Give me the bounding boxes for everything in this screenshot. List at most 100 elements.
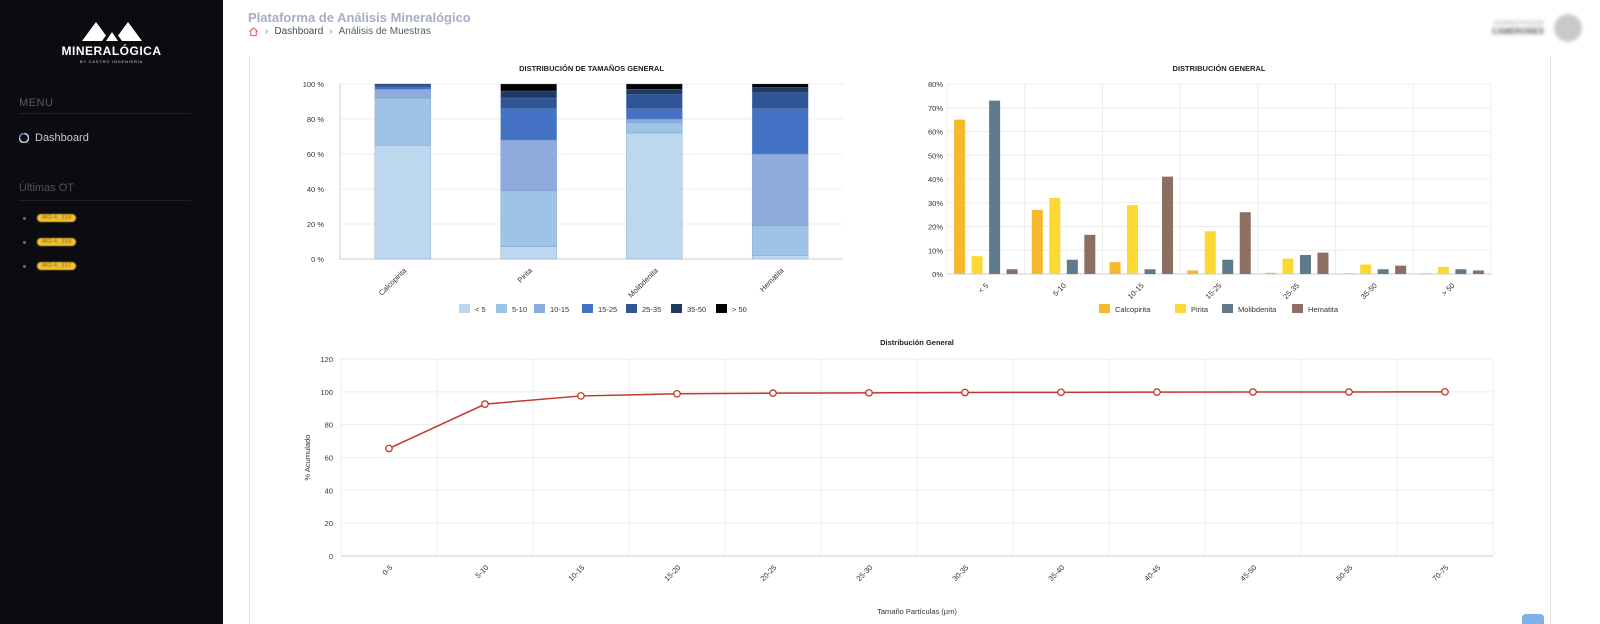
bar — [1264, 272, 1276, 274]
stacked-bar-segment — [626, 122, 683, 134]
legend-swatch — [459, 304, 470, 313]
sidebar-item-label: Dashboard — [35, 132, 89, 144]
bar — [1222, 259, 1234, 274]
chevron-right-icon: › — [329, 26, 333, 37]
scroll-top-button[interactable] — [1522, 614, 1544, 624]
data-point — [1345, 388, 1353, 396]
legend-label: 15-25 — [598, 305, 617, 314]
ot-list-item[interactable]: MO-A_217 — [23, 262, 77, 270]
ot-badge[interactable]: MO-A_218 — [37, 238, 77, 246]
stacked-size-distribution-chart: DISTRIBUCIÓN DE TAMAÑOS GENERAL 0 % 20 % 40… — [303, 64, 843, 314]
bar — [1342, 273, 1354, 274]
x-tick-label: 35-50 — [1359, 281, 1379, 301]
y-tick-label: 0 — [329, 552, 333, 561]
bar — [1360, 264, 1372, 274]
stacked-bar-segment — [751, 225, 809, 256]
x-tick-label: 5-10 — [473, 563, 490, 580]
x-tick-label: Pirita — [516, 265, 535, 284]
brand-logo[interactable]: MINERALÓGICA BY CASTRO INGENIERÍA — [0, 20, 223, 64]
y-tick-label: 100 — [320, 388, 333, 397]
bar — [1066, 259, 1078, 274]
bar — [1395, 265, 1407, 274]
y-tick-label: 40% — [928, 175, 943, 184]
data-point — [1249, 388, 1257, 396]
ot-badge[interactable]: MO-A_219 — [37, 214, 77, 222]
y-tick-label: 40 % — [307, 185, 324, 194]
stacked-bar-segment — [626, 83, 683, 90]
y-tick-label: 0 % — [311, 255, 324, 264]
x-tick-label: 20-25 — [758, 563, 778, 583]
y-tick-label: 50% — [928, 151, 943, 160]
x-tick-label: < 5 — [976, 281, 990, 295]
bar — [1299, 255, 1311, 274]
menu-section-label: MENU — [19, 97, 54, 109]
dashboard-icon — [19, 133, 29, 143]
y-axis-title: % Acumulado — [303, 435, 312, 481]
bar — [1455, 269, 1467, 274]
sidebar: MINERALÓGICA BY CASTRO INGENIERÍA MENU D… — [0, 0, 223, 624]
series-line — [388, 391, 1446, 450]
bar — [1377, 269, 1389, 274]
bar — [1282, 258, 1294, 274]
bar — [1144, 269, 1156, 274]
divider — [19, 113, 191, 114]
legend-swatch — [534, 304, 545, 313]
bar — [1187, 270, 1199, 274]
stacked-bar-segment — [374, 83, 432, 86]
stacked-bar-segment — [626, 94, 683, 109]
recent-ot-label: Últimas OT — [19, 182, 74, 194]
chart-title: DISTRIBUCIÓN DE TAMAÑOS GENERAL — [519, 64, 664, 73]
x-tick-label: 5-10 — [1051, 281, 1068, 298]
user-menu[interactable]: ADMINISTRADOR CAMERONES — [1492, 14, 1582, 42]
bar — [1239, 212, 1251, 274]
stacked-bar-segment — [374, 97, 432, 146]
legend-label: Molibdenita — [1238, 305, 1277, 314]
x-tick-label: 10-15 — [1126, 281, 1146, 301]
legend-label: 25-35 — [642, 305, 661, 314]
breadcrumb-link-dashboard[interactable]: Dashboard — [274, 26, 324, 37]
bar — [1049, 198, 1061, 274]
bar — [1031, 209, 1043, 274]
legend-label: Pirita — [1191, 305, 1209, 314]
avatar[interactable] — [1554, 14, 1582, 42]
legend-label: Calcopirita — [1115, 305, 1151, 314]
breadcrumb-current: Análisis de Muestras — [338, 26, 431, 37]
x-tick-label: > 50 — [1440, 281, 1457, 298]
ot-list-item[interactable]: MO-A_219 — [23, 214, 77, 222]
y-tick-label: 30% — [928, 199, 943, 208]
bar — [1109, 262, 1121, 274]
legend-swatch — [496, 304, 507, 313]
stacked-bar-segment — [751, 87, 809, 93]
y-tick-label: 20 % — [307, 220, 324, 229]
legend-swatch — [716, 304, 727, 313]
stacked-bar-segment — [500, 139, 557, 191]
chart-title: Distribución General — [880, 338, 954, 347]
y-tick-label: 60 — [325, 454, 333, 463]
y-tick-label: 60% — [928, 128, 943, 137]
data-point — [1441, 387, 1449, 396]
analysis-card: DISTRIBUCIÓN DE TAMAÑOS GENERAL 0 % 20 % 40… — [249, 56, 1551, 624]
stacked-bar-segment — [626, 132, 683, 260]
x-axis-title: Tamaño Partículas (µm) — [877, 607, 957, 616]
y-tick-label: 70% — [928, 104, 943, 113]
ot-list-item[interactable]: MO-A_218 — [23, 238, 77, 246]
stacked-bar-segment — [751, 153, 809, 226]
legend-swatch — [1099, 304, 1110, 313]
bar — [1437, 266, 1449, 274]
data-point — [961, 388, 969, 397]
legend-swatch — [1175, 304, 1186, 313]
stacked-bar-segment — [626, 118, 683, 123]
x-tick-label: 45-50 — [1238, 563, 1258, 583]
chevron-right-icon: › — [265, 26, 269, 37]
user-role: ADMINISTRADOR — [1493, 20, 1544, 27]
home-icon[interactable] — [248, 26, 259, 37]
sidebar-item-dashboard[interactable]: Dashboard — [19, 132, 89, 144]
ot-badge[interactable]: MO-A_217 — [37, 262, 77, 270]
bullet-icon — [23, 216, 26, 220]
bar — [1472, 270, 1484, 274]
y-tick-label: 100 % — [303, 80, 325, 89]
bullet-icon — [23, 264, 26, 268]
legend-label: < 5 — [475, 305, 486, 314]
legend-swatch — [1222, 304, 1233, 313]
legend-swatch — [671, 304, 682, 313]
